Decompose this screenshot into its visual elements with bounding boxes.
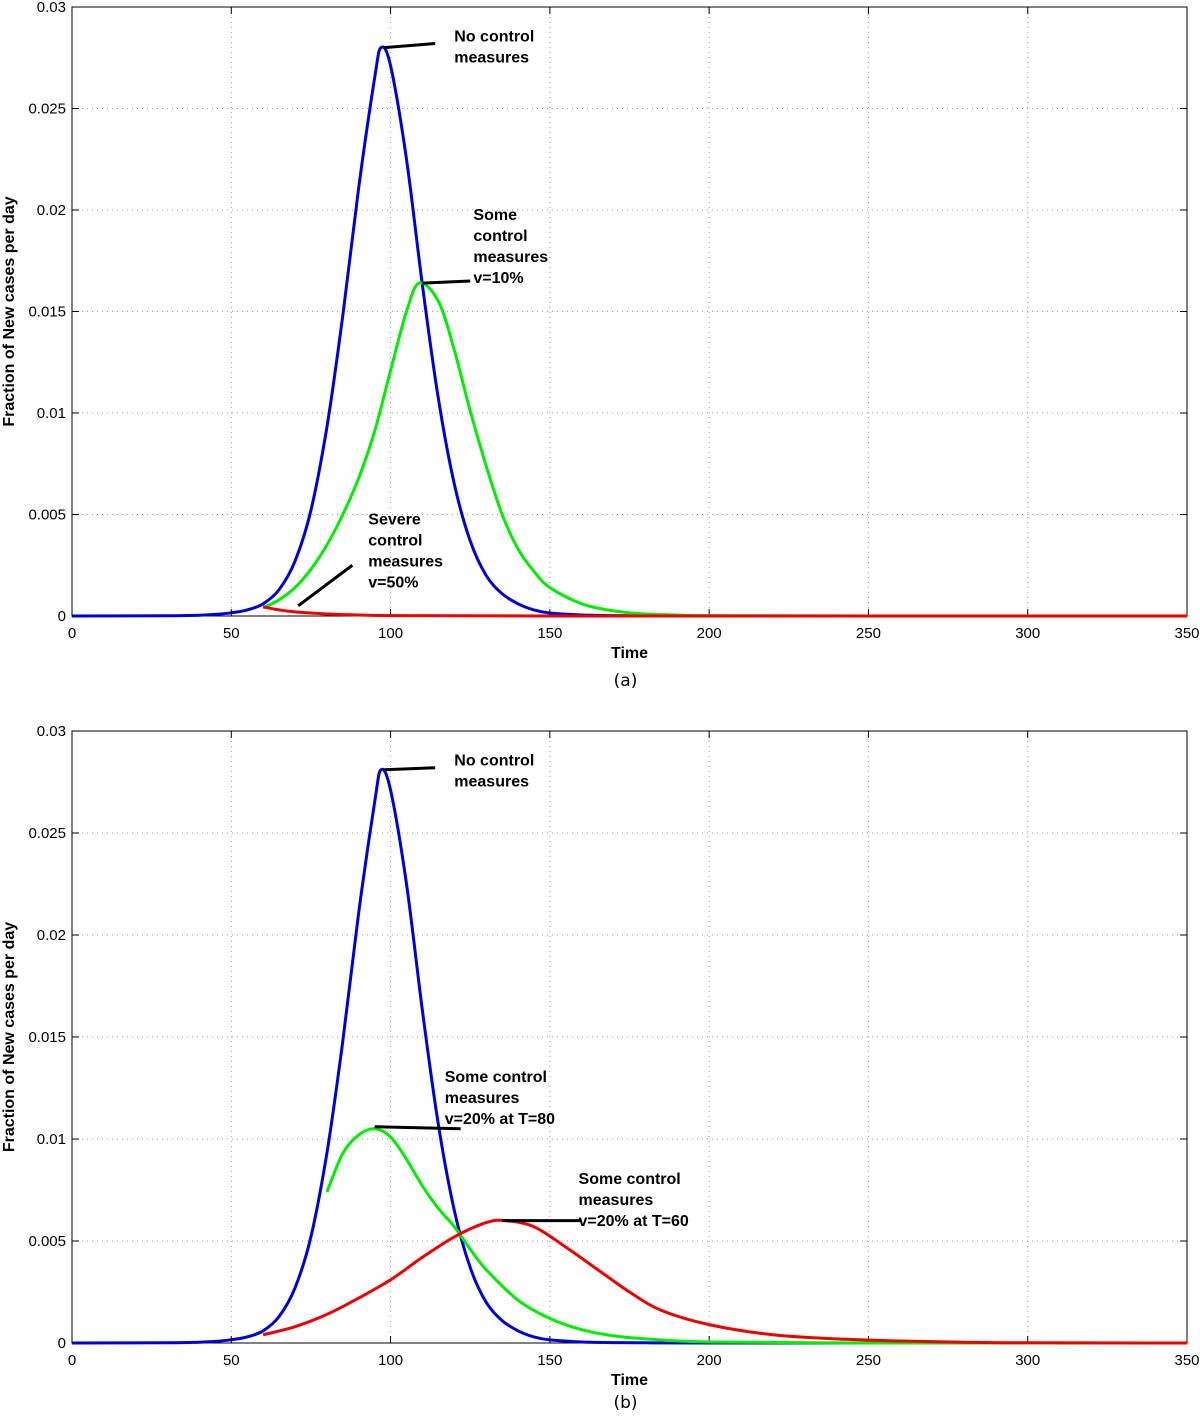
annotation-leader (422, 279, 471, 285)
y-axis-label: Fraction of New cases per day (1, 922, 18, 1152)
x-tick-label: 250 (856, 1352, 881, 1369)
x-tick-label: 350 (1174, 625, 1199, 642)
y-tick-label: 0.025 (28, 825, 66, 842)
series-line-3 (262, 605, 1187, 618)
annotation-leader (374, 1125, 461, 1131)
x-tick-label: 150 (537, 625, 562, 642)
x-tick-label: 100 (378, 1352, 403, 1369)
annotation-line: Some (473, 207, 517, 224)
annotation-line: measures (454, 774, 529, 791)
y-tick-label: 0.005 (28, 1233, 66, 1250)
annotation-line: control (473, 228, 527, 245)
annotation-line: measures (368, 554, 443, 571)
annotation-line: No control (454, 29, 534, 46)
annotation-line: measures (473, 249, 548, 266)
annotation-line: v=20% at T=60 (579, 1213, 689, 1230)
annotation-leader (384, 766, 436, 772)
annotation-line: v=20% at T=80 (445, 1111, 555, 1128)
annotation-label: Severe control measures v=50% (368, 512, 443, 592)
x-tick-label: 350 (1174, 1352, 1199, 1369)
annotation-line: v=10% (473, 270, 523, 287)
annotation-label: No control measures (454, 753, 534, 791)
annotation-line: No control (454, 753, 534, 770)
annotation-line: measures (445, 1090, 520, 1107)
annotation-line: Some control (579, 1171, 681, 1188)
series-line-3 (262, 1218, 1188, 1345)
x-tick-label: 0 (68, 1352, 76, 1369)
y-tick-label: 0.015 (28, 304, 66, 321)
x-tick-label: 200 (697, 1352, 722, 1369)
x-tick-label: 200 (697, 625, 722, 642)
y-tick-label: 0.005 (28, 507, 66, 524)
x-tick-label: 250 (856, 625, 881, 642)
chart-panel-b: 0 50 100 150 200 250 300 350 0 0.005 0.01 0.015 0.02… (1, 723, 1200, 1413)
y-tick-label: 0.02 (37, 927, 66, 944)
y-tick-label: 0 (58, 608, 66, 625)
x-tick-label: 0 (68, 625, 76, 642)
annotation-label: Some control measures v=10% (473, 207, 548, 287)
panel-label: (a) (614, 671, 638, 691)
annotation-label: Some control measures v=20% at T=60 (579, 1171, 689, 1230)
y-tick-label: 0.015 (28, 1029, 66, 1046)
x-tick-label: 50 (223, 625, 240, 642)
y-tick-label: 0.01 (37, 1131, 66, 1148)
y-tick-label: 0.01 (37, 405, 66, 422)
x-axis-label: Time (611, 645, 648, 662)
annotation-leader (384, 42, 436, 50)
y-tick-label: 0.03 (37, 723, 66, 740)
chart-panel-a: 0 50 100 150 200 250 300 350 0 0.005 0.01 0.015 0.02… (1, 0, 1200, 691)
x-tick-label: 300 (1015, 625, 1040, 642)
plot-frame (71, 6, 1188, 617)
series-line-1 (71, 767, 1187, 1345)
annotation-line: Severe (368, 512, 421, 529)
x-tick-label: 50 (223, 1352, 240, 1369)
annotation-line: Some control (445, 1069, 547, 1086)
annotation-leader (297, 564, 354, 608)
panel-label: (b) (613, 1393, 637, 1413)
y-tick-label: 0.025 (28, 101, 66, 118)
x-tick-label: 300 (1015, 1352, 1040, 1369)
annotation-label: No control measures (454, 29, 534, 67)
series-line-2 (325, 1127, 1187, 1345)
annotation-label: Some control measures v=20% at T=80 (445, 1069, 555, 1128)
annotation-line: measures (579, 1192, 654, 1209)
x-axis-label: Time (611, 1372, 648, 1389)
plot-frame (71, 730, 1188, 1344)
y-tick-label: 0.03 (37, 0, 66, 16)
annotation-line: v=50% (368, 575, 418, 592)
x-tick-label: 150 (537, 1352, 562, 1369)
series-line-1 (71, 45, 1187, 618)
annotation-line: measures (454, 50, 529, 67)
y-tick-label: 0 (58, 1335, 66, 1352)
y-axis-label: Fraction of New cases per day (1, 196, 18, 426)
annotation-line: control (368, 533, 422, 550)
x-tick-label: 100 (378, 625, 403, 642)
y-tick-label: 0.02 (37, 202, 66, 219)
